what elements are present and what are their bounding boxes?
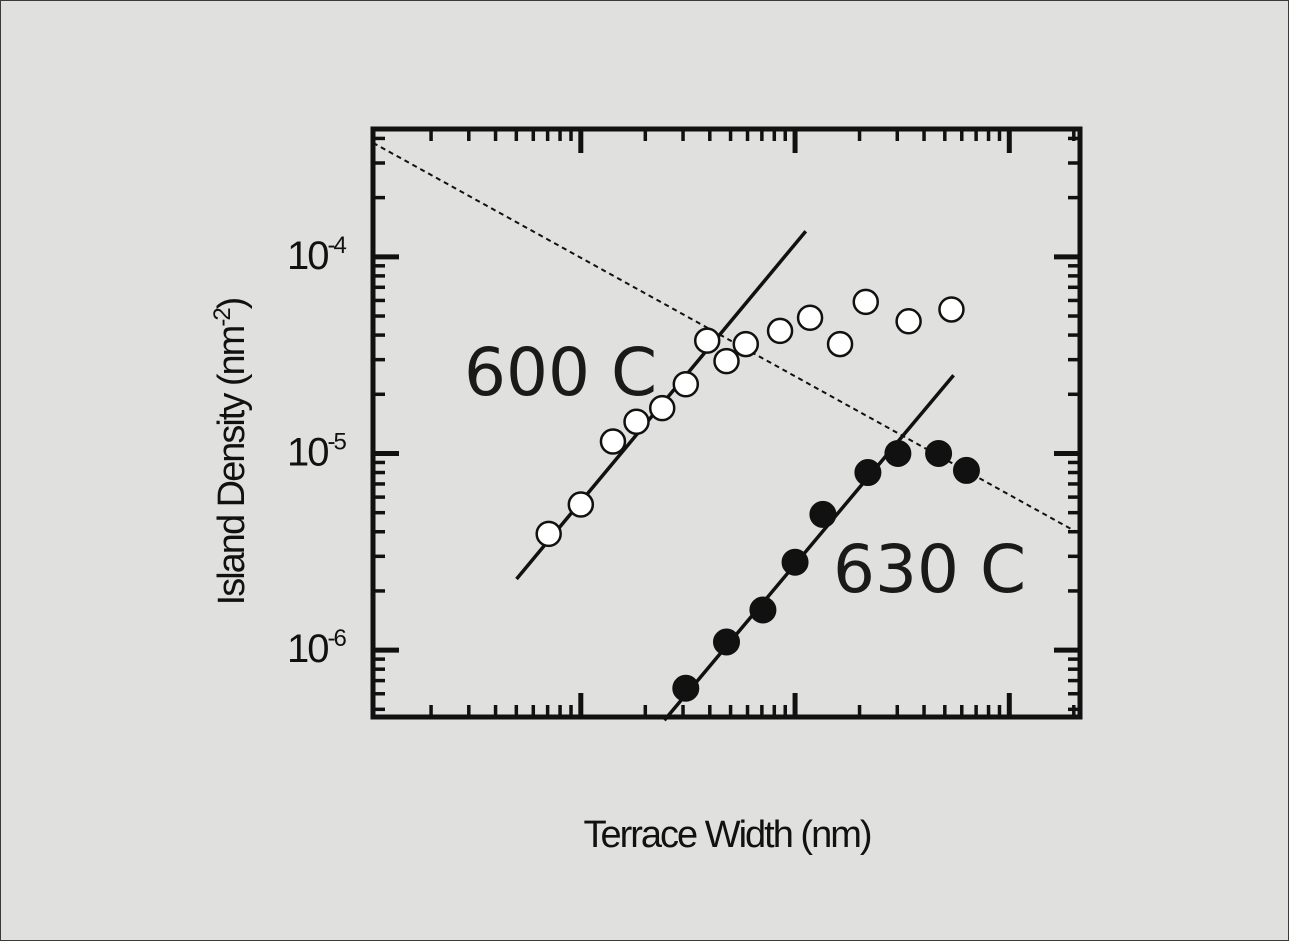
open-point-3	[623, 408, 650, 435]
y-tick-label-base: 10	[287, 627, 328, 671]
open-point-14	[938, 296, 965, 323]
open-point-12	[852, 288, 880, 316]
fit-line-series-1	[663, 374, 955, 722]
series-label-600c: 600 C	[464, 334, 657, 411]
open-point-1	[567, 491, 595, 518]
plot-frame	[370, 126, 1083, 720]
x-axis-title: Terrace Width (nm)	[583, 814, 870, 856]
y-tick-label: 10-6	[287, 625, 346, 671]
filled-point-7	[925, 439, 953, 467]
y-axis-title: Island Density (nm-2)	[209, 298, 253, 605]
y-axis-title-exponent: -2	[209, 308, 236, 327]
y-tick-label-exponent: -4	[328, 232, 347, 259]
open-point-13	[895, 308, 922, 335]
open-point-9	[766, 317, 794, 345]
filled-point-5	[854, 459, 882, 487]
open-point-6	[693, 327, 721, 354]
open-point-7	[713, 347, 740, 375]
y-tick-label-base: 10	[287, 430, 328, 474]
y-axis-title-close: )	[211, 298, 253, 309]
y-tick-labels: 10-610-510-4	[287, 232, 348, 671]
filled-point-1	[713, 628, 740, 656]
filled-point-8	[952, 456, 980, 484]
open-point-0	[535, 520, 562, 548]
filled-point-3	[781, 548, 809, 576]
filled-point-6	[884, 439, 912, 467]
open-point-4	[648, 394, 676, 422]
filled-point-2	[749, 596, 777, 624]
y-tick-label: 10-5	[287, 428, 346, 474]
open-point-11	[826, 330, 854, 358]
data-points-layer	[535, 288, 980, 702]
open-point-10	[796, 304, 824, 332]
open-point-2	[599, 428, 627, 455]
series-label-630c: 630 C	[833, 531, 1026, 608]
axes-layer	[370, 126, 1083, 720]
y-tick-label-exponent: -6	[328, 625, 347, 652]
filled-point-4	[809, 500, 837, 528]
y-tick-label-exponent: -5	[328, 428, 347, 455]
y-tick-label: 10-4	[287, 232, 346, 278]
filled-point-0	[672, 674, 700, 702]
open-point-8	[732, 330, 760, 358]
y-tick-label-base: 10	[287, 234, 328, 278]
y-axis-title-text: Island Density (nm	[211, 326, 253, 605]
open-point-5	[672, 370, 700, 398]
